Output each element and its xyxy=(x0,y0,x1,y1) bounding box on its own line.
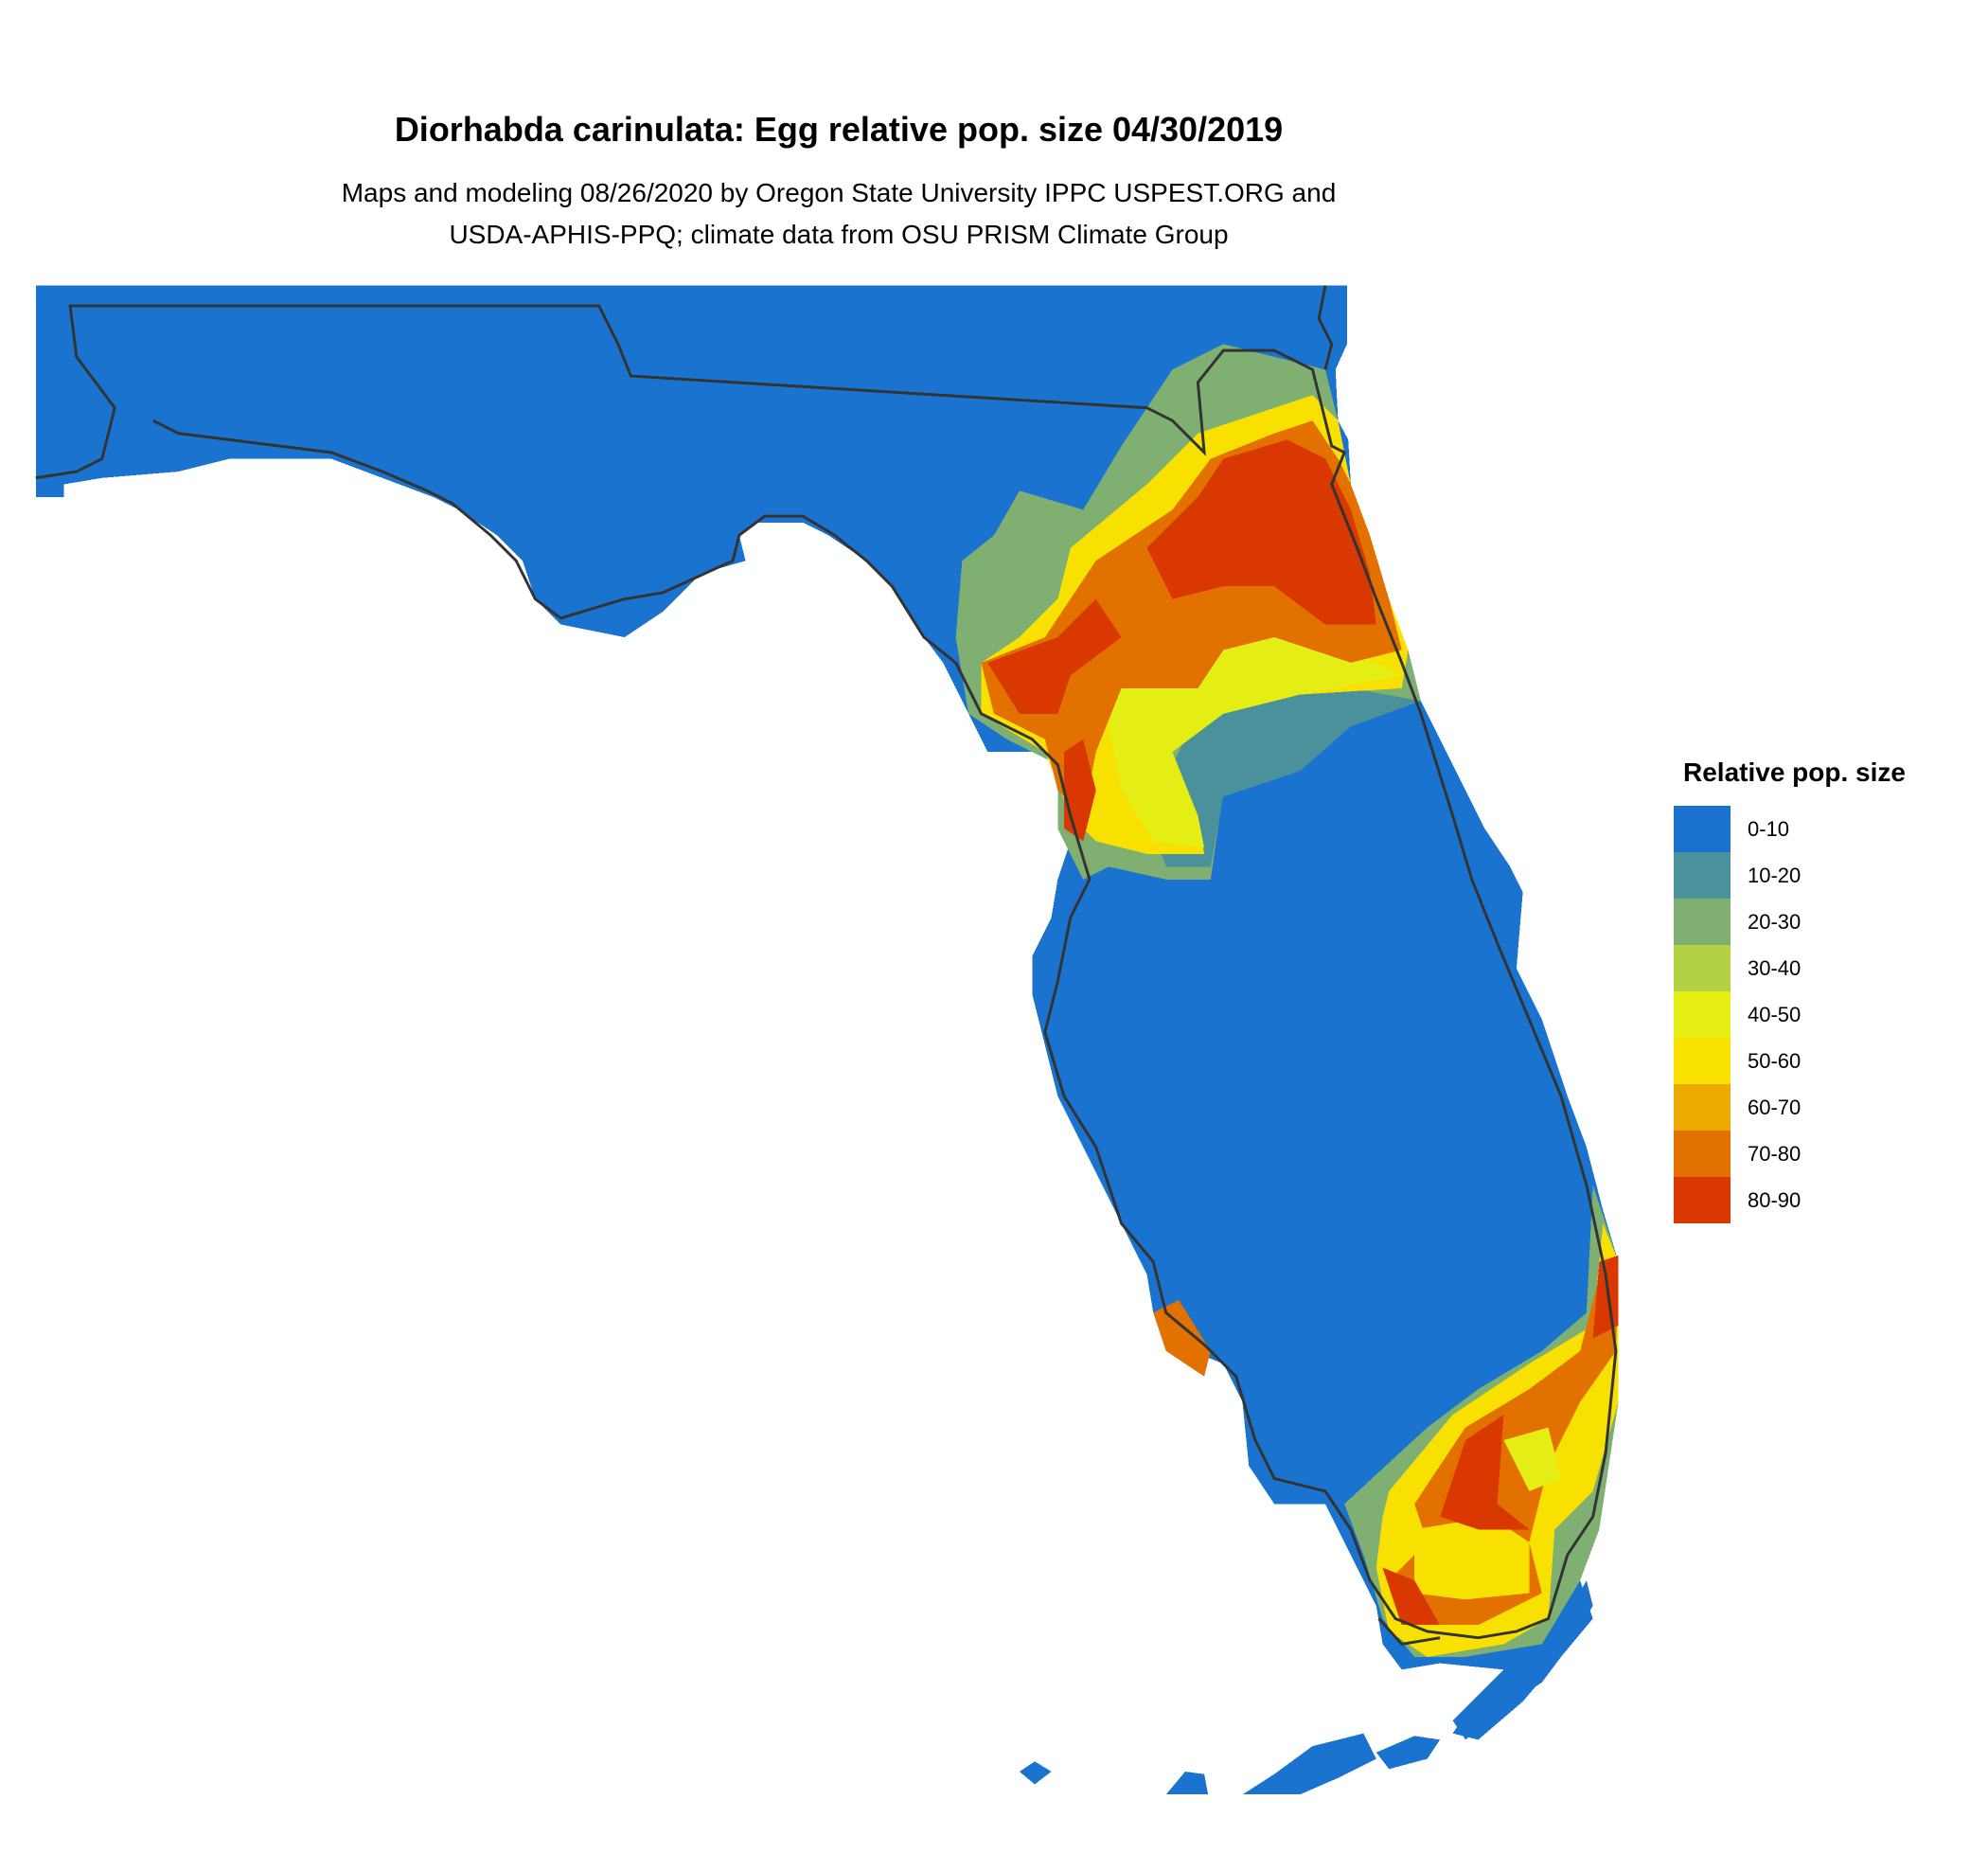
legend-items: 0-10 10-20 20-30 30-40 40-50 50-60 60-70 70-80 8… xyxy=(1674,806,1801,1223)
legend-swatch xyxy=(1674,806,1731,852)
region-80-90 xyxy=(987,598,1122,714)
region-80-90 xyxy=(1440,1415,1530,1530)
region-40-50 xyxy=(1503,1427,1561,1491)
legend: Relative pop. size 0-10 10-20 20-30 30-40 40… xyxy=(1674,757,1906,1223)
region-80-90 xyxy=(1382,1567,1441,1626)
map-subtitle-line1: Maps and modeling 08/26/2020 by Oregon S… xyxy=(341,178,1337,207)
legend-item: 50-60 xyxy=(1674,1038,1801,1084)
region-0-10 xyxy=(1452,1580,1593,1740)
legend-item: 40-50 xyxy=(1674,991,1801,1038)
map-subtitle-line2: USDA-APHIS-PPQ; climate data from OSU PR… xyxy=(449,220,1229,249)
legend-item: 20-30 xyxy=(1674,899,1801,945)
legend-item: 70-80 xyxy=(1674,1131,1801,1177)
legend-item: 10-20 xyxy=(1674,852,1801,899)
legend-label: 20-30 xyxy=(1748,909,1802,934)
legend-item: 30-40 xyxy=(1674,945,1801,991)
legend-item: 0-10 xyxy=(1674,806,1801,852)
legend-swatch xyxy=(1674,1038,1731,1084)
legend-label: 30-40 xyxy=(1748,955,1802,980)
map-title: Diorhabda carinulata: Egg relative pop. … xyxy=(394,110,1284,149)
legend-label: 80-90 xyxy=(1748,1187,1802,1212)
region-10-20 xyxy=(1146,675,1421,867)
state-borders xyxy=(35,285,1618,1646)
keys-0-10 xyxy=(1242,1733,1376,1795)
legend-label: 40-50 xyxy=(1748,1002,1802,1026)
legend-item: 80-90 xyxy=(1674,1177,1801,1223)
legend-label: 70-80 xyxy=(1748,1141,1802,1166)
keys-0-10 xyxy=(1165,1772,1209,1795)
legend-swatch xyxy=(1674,852,1731,899)
legend-label: 50-60 xyxy=(1748,1048,1802,1073)
keys-0-10 xyxy=(1019,1761,1052,1785)
region-70-80 xyxy=(1153,1299,1211,1377)
legend-swatch xyxy=(1674,991,1731,1038)
legend-swatch xyxy=(1674,1131,1731,1177)
legend-swatch xyxy=(1674,1177,1731,1223)
legend-item: 60-70 xyxy=(1674,1084,1801,1131)
keys-0-10 xyxy=(1376,1736,1441,1770)
region-80-90 xyxy=(1146,439,1376,625)
legend-swatch xyxy=(1674,899,1731,945)
legend-label: 0-10 xyxy=(1748,816,1790,841)
region-50-60 xyxy=(1414,1516,1530,1600)
legend-swatch xyxy=(1674,945,1731,991)
legend-label: 60-70 xyxy=(1748,1095,1802,1119)
legend-title: Relative pop. size xyxy=(1683,757,1906,787)
legend-label: 10-20 xyxy=(1748,863,1802,887)
region-80-90 xyxy=(1064,739,1096,842)
legend-swatch xyxy=(1674,1084,1731,1131)
